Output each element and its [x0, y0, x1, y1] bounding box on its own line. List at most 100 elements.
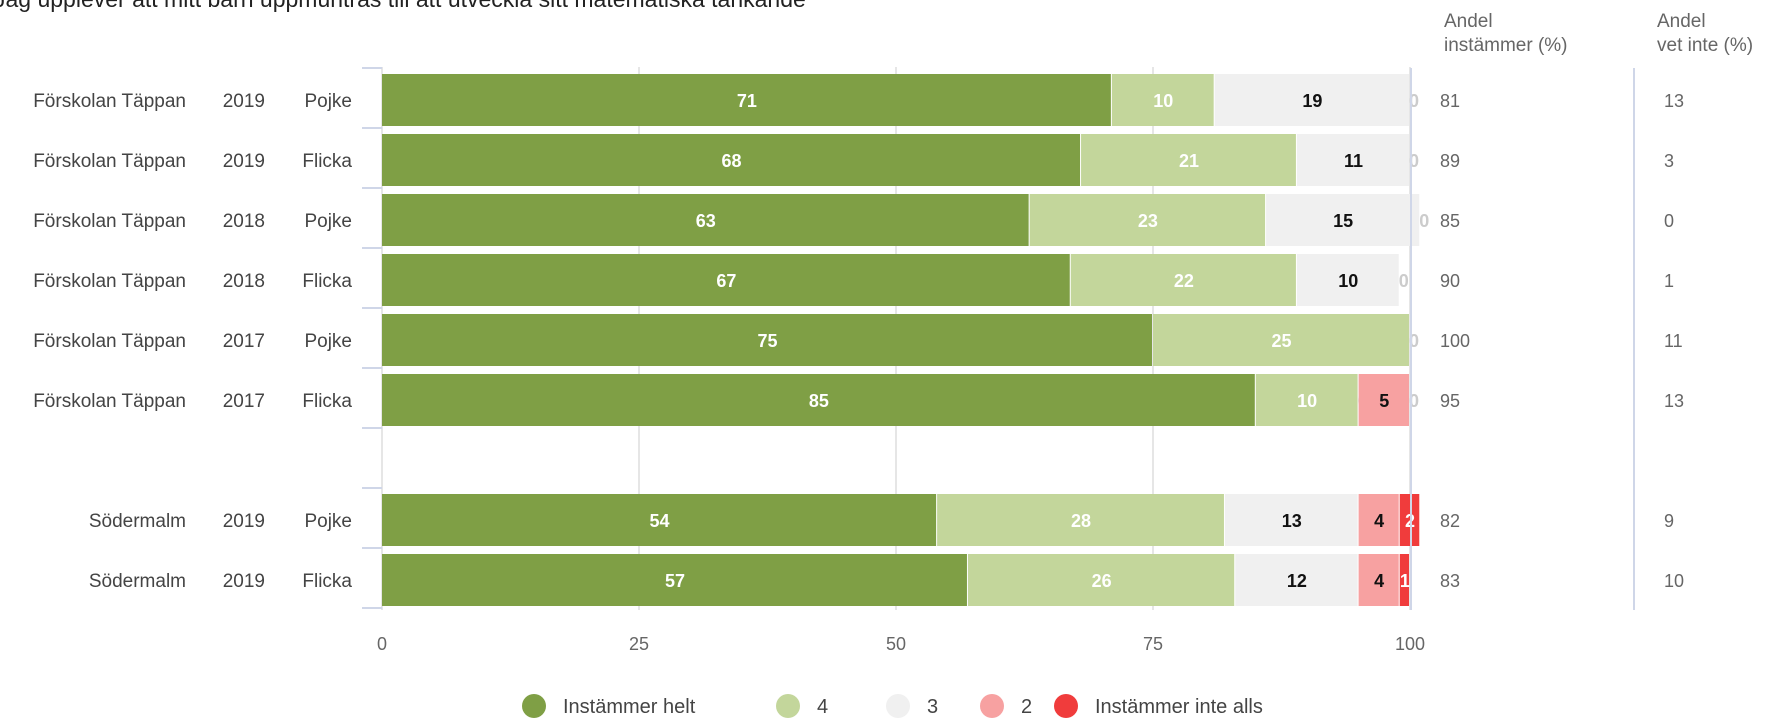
bar-value-label: 0 — [1419, 211, 1429, 231]
unknown-value: 1 — [1664, 271, 1674, 291]
unknown-value: 9 — [1664, 511, 1674, 531]
bar-value-label: 75 — [757, 331, 777, 351]
unknown-header-line1: Andel — [1657, 11, 1706, 32]
bar-segment-4 — [1399, 494, 1420, 546]
bar-segment-1 — [1255, 374, 1358, 426]
legend-swatch — [980, 694, 1004, 718]
row-year-label: 2019 — [223, 91, 265, 112]
unknown-value: 3 — [1664, 151, 1674, 171]
bar-value-label: 19 — [1302, 91, 1322, 111]
legend-swatch — [1054, 694, 1078, 718]
unknown-value: 10 — [1664, 571, 1684, 591]
chart-row: Förskolan Täppan 2017 Pojke 75 25 0 100 11 — [33, 314, 1683, 366]
chart-row: Södermalm 2019 Flicka 57 26 12 4 1 83 10 — [89, 554, 1684, 606]
agree-value: 89 — [1440, 151, 1460, 171]
bar-value-label: 54 — [650, 511, 670, 531]
bar-segment-0 — [382, 314, 1152, 366]
legend-item-4: Instämmer inte alls — [1054, 694, 1263, 718]
bar-segment-1 — [1153, 314, 1409, 366]
agree-value: 100 — [1440, 331, 1470, 351]
chart-row: Förskolan Täppan 2018 Flicka 67 22 10 0 90 1 — [33, 254, 1674, 306]
bar-segment-1 — [937, 494, 1224, 546]
bar-value-label: 57 — [665, 571, 685, 591]
bar-value-label: 26 — [1092, 571, 1112, 591]
chart-row: Södermalm2019Pojke54281342829 — [89, 494, 1674, 546]
bar-segment-1 — [1029, 194, 1266, 246]
bar-value-label: 11 — [1344, 151, 1363, 171]
row-unit-label: Förskolan Täppan — [33, 271, 186, 292]
agree-value: 85 — [1440, 211, 1460, 231]
bar-value-label: 0 — [1409, 331, 1419, 351]
legend: Instämmer helt 4 3 2 Instämmer inte alls — [522, 694, 1263, 718]
chart-row: Förskolan Täppan 2019 Pojke 71 10 19 0 81 13 — [33, 74, 1684, 126]
bar-value-label: 1 — [1400, 571, 1410, 591]
bar-value-label: 22 — [1174, 271, 1194, 291]
legend-item-2: 3 — [886, 694, 938, 718]
row-gender-label: Flicka — [302, 391, 352, 412]
unknown-value: 11 — [1664, 331, 1683, 351]
bar-value-label: 10 — [1297, 391, 1317, 411]
row-year-label: 2019 — [223, 151, 265, 172]
unknown-value: 0 — [1664, 211, 1674, 231]
x-tick-label-50: 50 — [886, 634, 906, 654]
chart-rows: Förskolan Täppan 2019 Pojke 71 10 19 0 81 13Förs… — [33, 74, 1684, 606]
bar-segment-2 — [1224, 494, 1358, 546]
bar-segment-0 — [382, 254, 1070, 306]
legend-label: 2 — [1021, 696, 1032, 718]
unknown-header-line2: vet inte (%) — [1657, 35, 1753, 56]
bar-value-label: 0 — [1409, 91, 1419, 111]
row-unit-label: Förskolan Täppan — [33, 151, 186, 172]
row-year-label: 2018 — [223, 271, 265, 292]
agree-value: 82 — [1440, 511, 1460, 531]
bar-segment-0 — [382, 374, 1255, 426]
chart-row: Förskolan Täppan2017Flicka85100509513 — [33, 374, 1684, 426]
bar-value-label: 71 — [737, 91, 757, 111]
bar-value-label: 23 — [1138, 211, 1158, 231]
agree-value: 95 — [1440, 391, 1460, 411]
bar-segment-2 — [1296, 254, 1399, 306]
row-gender-label: Pojke — [304, 331, 352, 352]
bar-segment-3 — [1358, 374, 1409, 426]
bar-segment-2 — [1266, 194, 1420, 246]
agree-header-line2: instämmer (%) — [1444, 35, 1568, 56]
bar-value-label: 12 — [1287, 571, 1307, 591]
bar-value-label: 5 — [1379, 391, 1389, 411]
bar-value-label: 85 — [809, 391, 829, 411]
legend-swatch — [886, 694, 910, 718]
bar-value-label: 0 — [1409, 151, 1419, 171]
bar-segment-1 — [1070, 254, 1296, 306]
row-gender-label: Flicka — [302, 571, 352, 592]
x-axis: 0 25 50 75 100 — [362, 67, 1635, 654]
bar-segment-2 — [1235, 554, 1358, 606]
bar-value-label: 4 — [1374, 511, 1384, 531]
row-gender-label: Pojke — [304, 211, 352, 232]
bar-segment-2 — [1296, 134, 1409, 186]
chart-row: Förskolan Täppan 2019 Flicka 68 21 11 0 89 3 — [33, 134, 1674, 186]
bar-value-label: 13 — [1282, 511, 1302, 531]
legend-label: Instämmer inte alls — [1095, 696, 1263, 718]
row-unit-label: Förskolan Täppan — [33, 211, 186, 232]
bar-value-label: 0 — [1399, 271, 1409, 291]
bar-value-label: 63 — [696, 211, 716, 231]
unknown-value: 13 — [1664, 91, 1684, 111]
x-tick-label-25: 25 — [629, 634, 649, 654]
bar-segment-1 — [1081, 134, 1296, 186]
row-unit-label: Södermalm — [89, 571, 186, 592]
bar-value-label: 68 — [722, 151, 742, 171]
bar-value-label: 21 — [1179, 151, 1199, 171]
bar-segment-3 — [1358, 494, 1399, 546]
unknown-header: Andel vet inte (%) — [1657, 11, 1753, 56]
row-unit-label: Förskolan Täppan — [33, 331, 186, 352]
bar-value-label: 15 — [1333, 211, 1353, 231]
x-tick-label-100: 100 — [1395, 634, 1425, 654]
legend-label: Instämmer helt — [563, 696, 696, 718]
bar-segment-0 — [382, 494, 937, 546]
bar-segment-0 — [382, 74, 1111, 126]
agree-header-line1: Andel — [1444, 11, 1493, 32]
row-gender-label: Pojke — [304, 511, 352, 532]
row-gender-label: Pojke — [304, 91, 352, 112]
row-year-label: 2019 — [223, 511, 265, 532]
x-tick-label-0: 0 — [377, 634, 387, 654]
bar-value-label: 0 — [1409, 391, 1419, 411]
